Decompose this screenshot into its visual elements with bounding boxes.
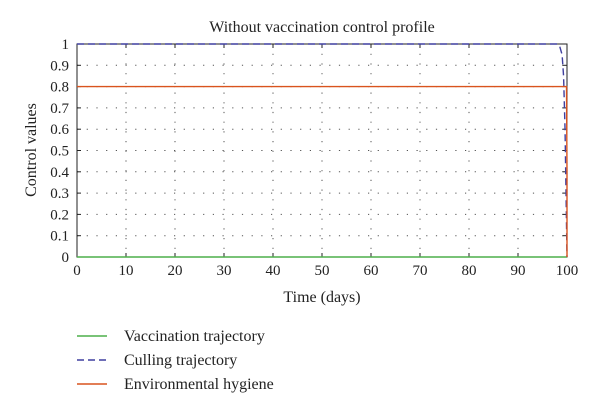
y-tick-label: 0.8 <box>50 80 69 96</box>
series-group <box>77 43 568 258</box>
legend: Vaccination trajectory Culling trajectory… <box>77 328 274 393</box>
x-tick-label: 80 <box>462 263 477 279</box>
y-tick-label: 0.6 <box>50 122 69 138</box>
y-tick-label: 0.5 <box>50 144 69 160</box>
x-tick-label: 30 <box>217 263 232 279</box>
plot-frame <box>76 43 568 258</box>
x-tick-label: 60 <box>364 263 379 279</box>
chart-title: Without vaccination control profile <box>209 19 435 36</box>
series-line-3 <box>77 85 568 257</box>
y-tick-label: 0.3 <box>50 186 69 202</box>
y-tick-label: 0 <box>62 250 70 266</box>
x-axis-title: Time (days) <box>283 289 360 306</box>
legend-label-3: Environmental hygiene <box>124 376 274 393</box>
y-tick-label: 0.1 <box>50 229 69 245</box>
x-tick-label: 100 <box>556 263 579 279</box>
y-tick-label: 0.7 <box>50 101 69 117</box>
x-tick-label: 40 <box>266 263 281 279</box>
y-tick-label: 0.4 <box>50 165 69 181</box>
ticks: 0 10 20 30 40 50 60 70 80 90 100 0 0.1 0.2 0.3 0.4 0.5 0.… <box>50 37 578 279</box>
x-tick-label: 10 <box>119 263 134 279</box>
grid <box>77 44 567 257</box>
y-tick-label: 0.9 <box>50 58 69 74</box>
x-tick-label: 50 <box>315 263 330 279</box>
x-tick-label: 70 <box>413 263 428 279</box>
y-axis-title: Control values <box>23 103 40 197</box>
legend-label-1: Vaccination trajectory <box>124 328 265 345</box>
series-line-2 <box>77 43 568 258</box>
x-tick-label: 20 <box>168 263 183 279</box>
legend-label-2: Culling trajectory <box>124 352 237 369</box>
x-tick-label: 90 <box>511 263 526 279</box>
x-tick-label: 0 <box>73 263 81 279</box>
y-tick-label: 1 <box>62 37 70 53</box>
y-tick-label: 0.2 <box>50 207 69 223</box>
